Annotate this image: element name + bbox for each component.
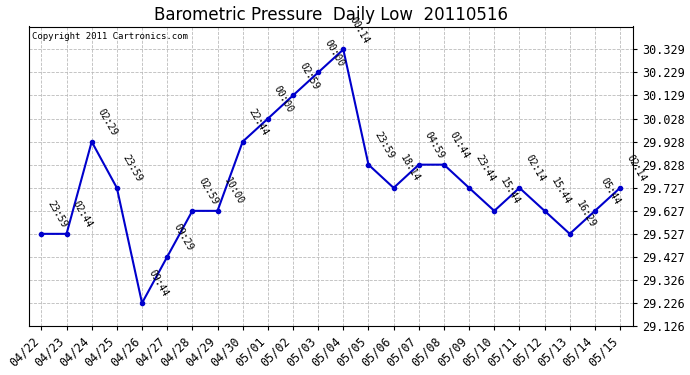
Text: 02:14: 02:14 xyxy=(624,153,648,184)
Text: 02:59: 02:59 xyxy=(197,176,220,207)
Text: 23:44: 23:44 xyxy=(473,153,497,184)
Text: 01:44: 01:44 xyxy=(448,130,471,160)
Text: 00:00: 00:00 xyxy=(322,38,346,68)
Text: 18:14: 18:14 xyxy=(398,153,421,184)
Text: 15:44: 15:44 xyxy=(549,176,572,207)
Text: 00:00: 00:00 xyxy=(272,84,295,114)
Text: 05:44: 05:44 xyxy=(599,176,622,207)
Text: 02:59: 02:59 xyxy=(297,61,320,91)
Title: Barometric Pressure  Daily Low  20110516: Barometric Pressure Daily Low 20110516 xyxy=(154,6,508,24)
Text: 02:29: 02:29 xyxy=(96,107,119,138)
Text: 00:14: 00:14 xyxy=(348,15,371,45)
Text: 09:29: 09:29 xyxy=(171,222,195,253)
Text: 16:29: 16:29 xyxy=(574,199,598,230)
Text: 04:59: 04:59 xyxy=(423,130,446,160)
Text: 23:59: 23:59 xyxy=(121,153,144,184)
Text: 22:44: 22:44 xyxy=(247,107,270,138)
Text: 23:59: 23:59 xyxy=(46,199,69,230)
Text: 15:44: 15:44 xyxy=(498,176,522,207)
Text: 23:59: 23:59 xyxy=(373,130,396,160)
Text: 02:44: 02:44 xyxy=(70,199,94,230)
Text: 02:14: 02:14 xyxy=(524,153,547,184)
Text: 10:00: 10:00 xyxy=(221,176,245,207)
Text: Copyright 2011 Cartronics.com: Copyright 2011 Cartronics.com xyxy=(32,33,188,42)
Text: 09:44: 09:44 xyxy=(146,268,170,299)
